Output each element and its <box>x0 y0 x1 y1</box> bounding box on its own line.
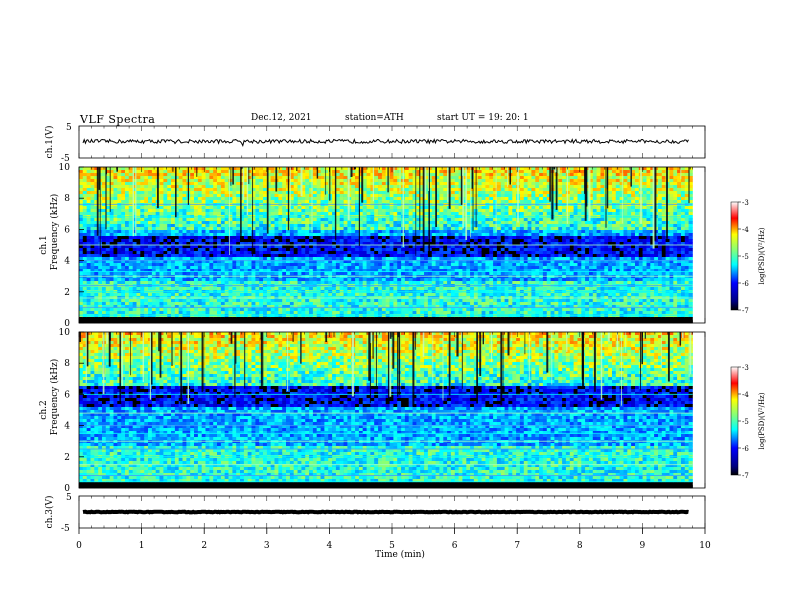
chart-title: VLF Spectra <box>80 113 156 126</box>
frequency-tick-label: 0 <box>64 484 70 494</box>
time-tick-label: 3 <box>264 541 270 551</box>
ch2-colorbar-label: log(PSD)(V²/Hz) <box>758 392 766 449</box>
ch1-colorbar-ticks: -3 -4 -5 -6 -7 <box>738 199 749 315</box>
colorbar-tick-label: -3 <box>742 364 749 372</box>
ch2-frequency-label: Frequency (kHz) <box>49 359 60 436</box>
ch1-spectrogram-image <box>79 167 693 324</box>
ch1-frequency-label: Frequency (kHz) <box>49 194 60 271</box>
colorbar-tick-label: -5 <box>742 253 749 261</box>
ch2-channel-label: ch.2 <box>39 400 49 419</box>
ch1-colorbar-label: log(PSD)(V²/Hz) <box>758 227 766 284</box>
ch1-channel-label: ch.1 <box>39 235 49 254</box>
ch2-colorbar: -3 -4 -5 -6 -7 log(PSD)(V²/Hz) <box>730 364 766 480</box>
ch1-ytick-bottom: -5 <box>61 154 70 164</box>
ch1-colorbar: -3 -4 -5 -6 -7 log(PSD)(V²/Hz) <box>730 199 766 315</box>
colorbar-tick-label: -6 <box>742 445 749 453</box>
frequency-tick-label: 2 <box>64 453 70 463</box>
ch2-spectrogram-panel: 0 2 4 6 8 10 ch.2 Frequency (kHz) <box>39 328 706 494</box>
colorbar-tick-label: -6 <box>742 280 749 288</box>
ch1-ylabel: ch.1(V) <box>44 126 55 159</box>
ch1-yticks: 0 2 4 6 8 10 <box>59 163 84 329</box>
time-tick-label: 10 <box>699 541 711 551</box>
time-tick-label: 0 <box>76 541 82 551</box>
time-tick-label: 2 <box>201 541 207 551</box>
frequency-tick-label: 10 <box>59 163 71 173</box>
ch3-ytick-bottom: -5 <box>61 524 70 534</box>
ch2-spectrogram-image <box>79 332 693 489</box>
ch2-yticks: 0 2 4 6 8 10 <box>59 328 84 494</box>
colorbar-tick-label: -7 <box>742 472 749 480</box>
frequency-tick-label: 4 <box>64 257 70 267</box>
minor-tick-marks <box>78 126 706 528</box>
ch3-waveform-panel: 5 -5 ch.3(V) 0 1 2 3 4 5 6 7 8 9 10 Time (min) <box>44 493 711 560</box>
date-label: Dec.12, 2021 <box>251 113 312 123</box>
station-label: station=ATH <box>345 113 404 123</box>
colorbar-tick-label: -4 <box>742 391 749 399</box>
frequency-tick-label: 8 <box>64 359 70 369</box>
time-tick-label: 4 <box>327 541 333 551</box>
colorbar-tick-label: -7 <box>742 307 749 315</box>
frequency-tick-label: 6 <box>64 225 70 235</box>
time-tick-label: 9 <box>640 541 646 551</box>
time-tick-label: 8 <box>577 541 583 551</box>
frequency-tick-label: 0 <box>64 319 70 329</box>
ch3-ytick-top: 5 <box>66 493 72 503</box>
frequency-tick-label: 10 <box>59 328 71 338</box>
ch3-ylabel: ch.3(V) <box>44 496 55 529</box>
colorbar-tick-label: -4 <box>742 226 749 234</box>
frequency-tick-label: 8 <box>64 194 70 204</box>
time-tick-label: 1 <box>139 541 145 551</box>
frequency-tick-label: 4 <box>64 422 70 432</box>
ch1-ytick-top: 5 <box>66 123 72 133</box>
ch3-waveform-line <box>82 509 689 515</box>
time-tick-label: 7 <box>514 541 520 551</box>
frequency-tick-label: 6 <box>64 390 70 400</box>
time-axis-label: Time (min) <box>375 549 425 560</box>
ch1-spectrogram-panel: 0 2 4 6 8 10 ch.1 Frequency (kHz) <box>39 163 706 329</box>
colorbar-tick-label: -3 <box>742 199 749 207</box>
time-axis-ticks: 0 1 2 3 4 5 6 7 8 9 10 <box>76 528 711 551</box>
ch1-waveform-panel: 5 -5 ch.1(V) <box>44 123 706 164</box>
frequency-tick-label: 2 <box>64 288 70 298</box>
ch1-waveform-line <box>82 138 689 148</box>
time-tick-label: 6 <box>452 541 458 551</box>
start-time-label: start UT = 19: 20: 1 <box>437 113 529 123</box>
ch2-colorbar-ticks: -3 -4 -5 -6 -7 <box>738 364 749 480</box>
time-tick-label: 5 <box>389 541 395 551</box>
colorbar-tick-label: -5 <box>742 418 749 426</box>
